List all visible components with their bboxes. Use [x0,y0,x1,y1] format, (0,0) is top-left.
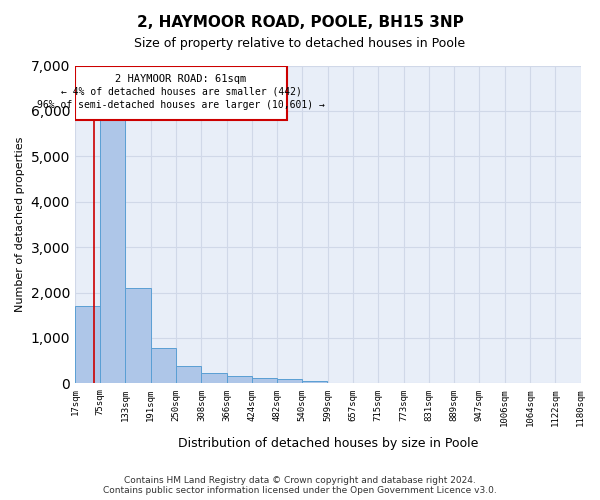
Bar [100,120,125,384]
Bar [176,366,202,384]
Text: Size of property relative to detached houses in Poole: Size of property relative to detached ho… [134,38,466,51]
Text: ← 4% of detached houses are smaller (442): ← 4% of detached houses are smaller (442… [61,86,302,97]
Text: 2, HAYMOOR ROAD, POOLE, BH15 3NP: 2, HAYMOOR ROAD, POOLE, BH15 3NP [137,15,463,30]
Text: Contains HM Land Registry data © Crown copyright and database right 2024.
Contai: Contains HM Land Registry data © Crown c… [103,476,497,495]
Bar [252,378,277,384]
Bar [277,380,302,384]
X-axis label: Distribution of detached houses by size in Poole: Distribution of detached houses by size … [178,437,478,450]
Text: 96% of semi-detached houses are larger (10,601) →: 96% of semi-detached houses are larger (… [37,100,325,110]
Bar [227,376,252,384]
Bar [75,306,100,384]
Bar [125,288,151,384]
Y-axis label: Number of detached properties: Number of detached properties [15,137,25,312]
Bar [202,374,227,384]
FancyBboxPatch shape [75,66,287,120]
Text: 2 HAYMOOR ROAD: 61sqm: 2 HAYMOOR ROAD: 61sqm [115,74,247,84]
Bar [151,348,176,384]
Bar [302,381,328,384]
